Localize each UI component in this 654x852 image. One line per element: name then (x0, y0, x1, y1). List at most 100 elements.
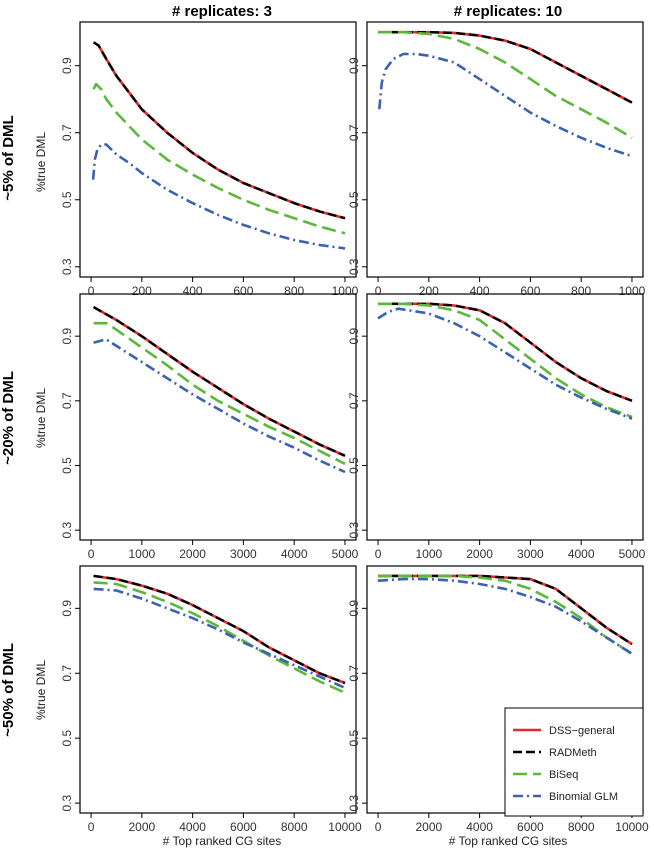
series-line-binomial-glm (377, 577, 633, 655)
y-tick-label: 0.3 (347, 794, 361, 811)
legend-label-radmeth: RADMeth (549, 747, 597, 759)
legend-label-dss-general: DSS−general (549, 725, 615, 737)
legend-box (504, 707, 644, 817)
panel-r3-c1: 0 2000 4000 6000 8000 10000 0.3 0.5 0.7 0.9 (60, 565, 362, 834)
y-tick-label: 0.9 (60, 57, 74, 74)
x-tick-label: 4000 (568, 547, 595, 561)
y-tick-label: 0.7 (60, 392, 74, 409)
series-line-biseq (378, 574, 633, 655)
x-tick-label: 400 (183, 284, 203, 298)
y-tick-label: 0.9 (347, 600, 361, 617)
y-tick-label: 0.3 (347, 521, 361, 538)
series-line-binomial-glm (378, 52, 633, 158)
panel-frame (366, 293, 644, 541)
y-tick-label: 0.3 (60, 794, 74, 811)
x-tick-label: 200 (419, 284, 439, 298)
x-tick-label: 2000 (179, 547, 206, 561)
y-tick-label: 0.3 (347, 258, 361, 275)
panel-frame (79, 565, 357, 814)
y-axis-label-row3: %true DML (34, 660, 48, 720)
x-tick-label: 2000 (415, 820, 442, 834)
legend-label-biseq: BiSeq (549, 769, 578, 781)
x-tick-label: 0 (88, 284, 95, 298)
y-tick-label: 0.9 (60, 600, 74, 617)
y-tick-label: 0.5 (60, 191, 74, 208)
x-tick-label: 1000 (619, 284, 646, 298)
panels: 0 200 400 600 800 1000 0.3 0.5 0.7 0.9 0 200 400 600 8… (60, 21, 649, 834)
panel-r2-c1: 0 1000 2000 3000 4000 5000 0.3 0.5 0.7 0.9 (60, 293, 359, 561)
y-tick-label: 0.5 (347, 457, 361, 474)
x-tick-label: 1000 (332, 284, 359, 298)
series-line-binomial-glm (93, 338, 346, 474)
series-line-radmeth (378, 31, 633, 104)
col-title-replicates-3: # replicates: 3 (172, 3, 272, 20)
x-tick-label: 0 (375, 547, 382, 561)
y-tick-label: 0.7 (60, 124, 74, 141)
series-line-binomial-glm (91, 143, 346, 250)
col-title-replicates-10: # replicates: 10 (454, 3, 562, 20)
x-tick-label: 800 (284, 284, 304, 298)
panel-frame (79, 21, 357, 278)
series-line-binomial-glm (93, 587, 346, 690)
row-title-50pct: ~50% of DML (0, 643, 17, 737)
series-line-dss-general (378, 574, 633, 646)
series-line-biseq (93, 581, 346, 694)
series-line-biseq (378, 302, 633, 419)
legend-label-binomial-glm: Binomial GLM (549, 791, 618, 803)
x-tick-label: 0 (375, 284, 382, 298)
y-tick-label: 0.7 (347, 665, 361, 682)
y-tick-label: 0.3 (60, 521, 74, 538)
x-tick-label: 3000 (517, 547, 544, 561)
x-axis-label-left: # Top ranked CG sites (163, 834, 282, 848)
series-line-radmeth (92, 41, 346, 220)
x-tick-label: 400 (470, 284, 490, 298)
x-tick-label: 3000 (230, 547, 257, 561)
series-line-biseq (378, 30, 633, 139)
series-line-radmeth (378, 302, 633, 402)
panel-r1-c2: 0 200 400 600 800 1000 0.3 0.5 0.7 0.9 (347, 21, 646, 298)
y-tick-label: 0.7 (60, 665, 74, 682)
x-tick-label: 10000 (328, 820, 362, 834)
y-tick-label: 0.9 (347, 328, 361, 345)
y-tick-label: 0.3 (60, 258, 74, 275)
series-line-radmeth (93, 574, 346, 685)
x-tick-label: 8000 (568, 820, 595, 834)
x-tick-label: 6000 (517, 820, 544, 834)
row-title-5pct: ~5% of DML (0, 115, 17, 200)
x-tick-label: 8000 (281, 820, 308, 834)
y-tick-label: 0.9 (347, 57, 361, 74)
y-axis-label-row2: %true DML (34, 388, 48, 448)
panel-frame (366, 21, 644, 278)
panel-frame (79, 293, 357, 541)
series-line-dss-general (378, 30, 633, 104)
y-tick-label: 0.5 (60, 730, 74, 747)
y-axis-label-row1: %true DML (34, 132, 48, 192)
panel-r1-c1: 0 200 400 600 800 1000 0.3 0.5 0.7 0.9 (60, 21, 359, 298)
x-tick-label: 600 (520, 284, 540, 298)
x-tick-label: 1000 (415, 547, 442, 561)
x-tick-label: 0 (88, 547, 95, 561)
y-tick-label: 0.7 (347, 392, 361, 409)
series-line-binomial-glm (377, 307, 633, 420)
y-tick-label: 0.9 (60, 328, 74, 345)
x-tick-label: 800 (571, 284, 591, 298)
x-tick-label: 2000 (466, 547, 493, 561)
x-axis-label-right: # Top ranked CG sites (449, 834, 568, 848)
y-tick-label: 0.5 (60, 457, 74, 474)
panel-r2-c2: 0 1000 2000 3000 4000 5000 0.3 0.5 0.7 0.9 (347, 293, 646, 561)
x-tick-label: 1000 (128, 547, 155, 561)
x-tick-label: 4000 (281, 547, 308, 561)
series-line-radmeth (93, 306, 346, 457)
x-tick-label: 10000 (615, 820, 649, 834)
x-tick-label: 2000 (128, 820, 155, 834)
x-tick-label: 4000 (466, 820, 493, 834)
x-tick-label: 0 (375, 820, 382, 834)
y-tick-label: 0.5 (347, 730, 361, 747)
x-tick-label: 200 (132, 284, 152, 298)
x-tick-label: 4000 (179, 820, 206, 834)
panel-r3-c2: 0 2000 4000 6000 8000 10000 0.3 0.5 0.7 0.9 (347, 565, 649, 834)
series-line-dss-general (92, 41, 346, 220)
y-tick-label: 0.7 (347, 124, 361, 141)
x-tick-label: 600 (233, 284, 253, 298)
